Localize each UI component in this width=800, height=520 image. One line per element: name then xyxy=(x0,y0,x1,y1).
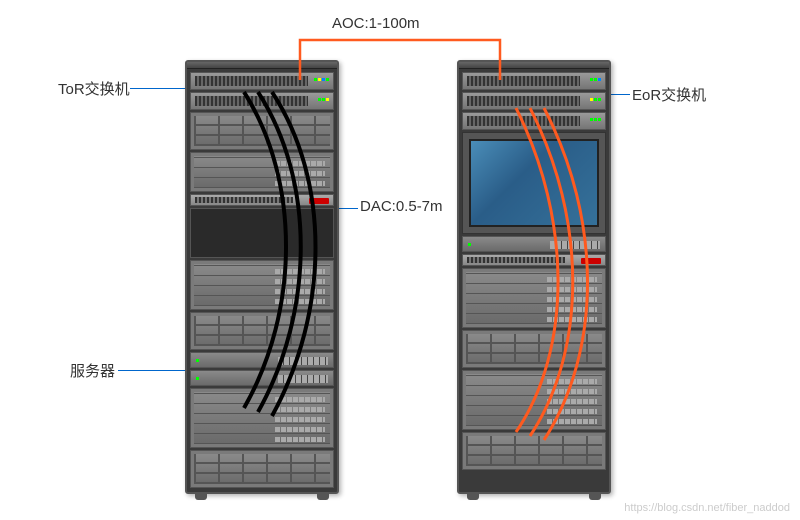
storage-unit xyxy=(190,112,334,150)
server-stack xyxy=(190,152,334,192)
server-unit xyxy=(462,236,606,252)
eor-switch-label: EoR交换机 xyxy=(632,84,706,105)
storage-unit xyxy=(190,312,334,350)
server-stack-target xyxy=(190,388,334,448)
tor-switch-unit xyxy=(190,72,334,90)
rack-inner xyxy=(459,69,609,473)
rack-inner xyxy=(187,69,337,491)
tor-label-line xyxy=(130,88,188,89)
kvm-unit xyxy=(462,254,606,266)
switch-unit xyxy=(462,112,606,130)
rack-eor xyxy=(457,60,611,494)
rack-top xyxy=(187,62,337,69)
switch-unit xyxy=(462,92,606,110)
server-label: 服务器 xyxy=(70,360,115,381)
server-unit xyxy=(190,370,334,386)
blank-unit xyxy=(190,208,334,258)
server-label-line xyxy=(118,370,188,371)
rack-top xyxy=(459,62,609,69)
switch-unit xyxy=(190,92,334,110)
rack-tor xyxy=(185,60,339,494)
storage-unit xyxy=(462,432,606,470)
storage-unit xyxy=(190,450,334,488)
kvm-unit xyxy=(190,194,334,206)
dac-label: DAC:0.5-7m xyxy=(360,198,443,215)
server-stack xyxy=(462,268,606,328)
tor-switch-label: ToR交换机 xyxy=(58,78,130,99)
rack-feet xyxy=(459,492,609,500)
aoc-label: AOC:1-100m xyxy=(332,15,420,32)
watermark: https://blog.csdn.net/fiber_naddod xyxy=(624,502,790,514)
server-stack xyxy=(190,260,334,310)
monitor-unit xyxy=(462,132,606,234)
eor-switch-unit xyxy=(462,72,606,90)
storage-unit xyxy=(462,330,606,368)
eor-label-line xyxy=(610,94,630,95)
rack-feet xyxy=(187,492,337,500)
server-unit xyxy=(190,352,334,368)
server-stack xyxy=(462,370,606,430)
